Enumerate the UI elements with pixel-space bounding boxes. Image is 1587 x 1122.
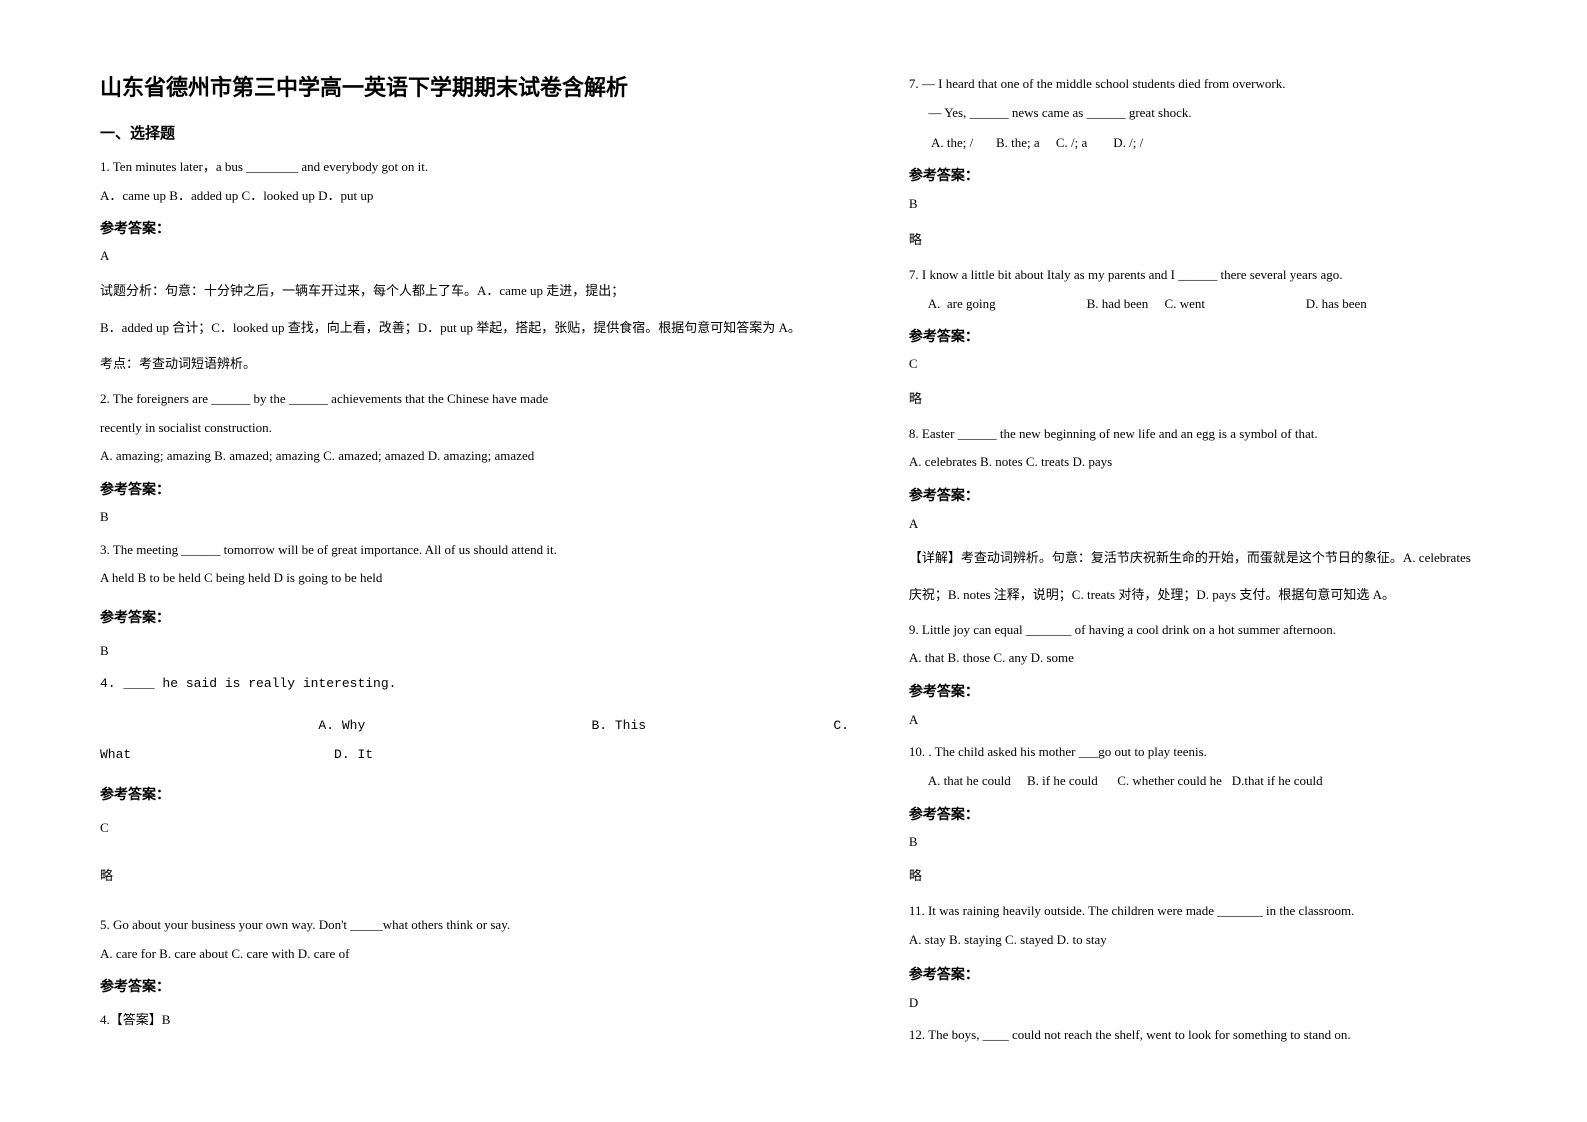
right-column: 7. — I heard that one of the middle scho… [909,70,1487,1052]
q10-stem: 10. . The child asked his mother ___go o… [909,740,1487,765]
q5-stem: 5. Go about your business your own way. … [100,913,849,938]
q7a-answer: B [909,192,1487,217]
q3-options: A held B to be held C being held D is go… [100,566,849,591]
q7a-answer-label: 参考答案： [909,165,1487,185]
q3-answer-label: 参考答案： [100,607,849,627]
q9-stem: 9. Little joy can equal _______ of havin… [909,618,1487,643]
section-header: 一、选择题 [100,122,849,143]
q4-answer: C [100,816,849,841]
q3-stem: 3. The meeting ______ tomorrow will be o… [100,538,849,563]
q3-answer: B [100,639,849,664]
q2-stem-1: 2. The foreigners are ______ by the ____… [100,387,849,412]
q7b-stem: 7. I know a little bit about Italy as my… [909,263,1487,288]
q1-options: A．came up B．added up C．looked up D．put u… [100,184,849,209]
q2-answer: B [100,505,849,530]
q4-answer-label: 参考答案： [100,784,849,804]
q7a-options: A. the; / B. the; a C. /; a D. /; / [909,131,1487,156]
q4-options-1: A. Why B. This C. [100,714,849,739]
q7a-stem-2: — Yes, ______ news came as ______ great … [909,101,1487,126]
q9-answer: A [909,708,1487,733]
q7b-explanation: 略 [909,385,1487,414]
q11-options: A. stay B. staying C. stayed D. to stay [909,928,1487,953]
q11-answer-label: 参考答案： [909,964,1487,984]
q7a-stem-1: 7. — I heard that one of the middle scho… [909,72,1487,97]
q7b-answer: C [909,352,1487,377]
q4-explanation: 略 [100,862,849,891]
q8-options: A. celebrates B. notes C. treats D. pays [909,450,1487,475]
q1-explanation-3: 考点：考查动词短语辨析。 [100,350,849,379]
q9-options: A. that B. those C. any D. some [909,646,1487,671]
q7b-answer-label: 参考答案： [909,326,1487,346]
q10-options: A. that he could B. if he could C. wheth… [909,769,1487,794]
q10-answer-label: 参考答案： [909,804,1487,824]
q5-answer: 4.【答案】B [100,1008,849,1033]
q1-explanation-1: 试题分析：句意：十分钟之后，一辆车开过来，每个人都上了车。A．came up 走… [100,277,849,306]
q2-stem-2: recently in socialist construction. [100,416,849,441]
q8-answer: A [909,512,1487,537]
page-title: 山东省德州市第三中学高一英语下学期期末试卷含解析 [100,70,849,102]
q5-answer-label: 参考答案： [100,976,849,996]
q2-answer-label: 参考答案： [100,479,849,499]
q1-answer-label: 参考答案： [100,218,849,238]
q12-stem: 12. The boys, ____ could not reach the s… [909,1023,1487,1048]
q9-answer-label: 参考答案： [909,681,1487,701]
q1-explanation-2: B．added up 合计；C．looked up 查找，向上看，改善；D．pu… [100,314,849,343]
left-column: 山东省德州市第三中学高一英语下学期期末试卷含解析 一、选择题 1. Ten mi… [100,70,849,1052]
q10-explanation: 略 [909,862,1487,891]
q11-answer: D [909,991,1487,1016]
q8-explanation-2: 庆祝；B. notes 注释，说明；C. treats 对待，处理；D. pay… [909,581,1487,610]
q2-options: A. amazing; amazing B. amazed; amazing C… [100,444,849,469]
q7b-options: A. are going B. had been C. went D. has … [909,292,1487,317]
q8-explanation-1: 【详解】考查动词辨析。句意：复活节庆祝新生命的开始，而蛋就是这个节日的象征。A.… [909,544,1487,573]
q8-answer-label: 参考答案： [909,485,1487,505]
q11-stem: 11. It was raining heavily outside. The … [909,899,1487,924]
q8-stem: 8. Easter ______ the new beginning of ne… [909,422,1487,447]
q1-answer: A [100,244,849,269]
q7a-explanation: 略 [909,226,1487,255]
q10-answer: B [909,830,1487,855]
q4-options-2: What D. It [100,743,849,768]
q5-options: A. care for B. care about C. care with D… [100,942,849,967]
q4-stem: 4. ____ he said is really interesting. [100,672,849,697]
q1-stem: 1. Ten minutes later，a bus ________ and … [100,155,849,180]
